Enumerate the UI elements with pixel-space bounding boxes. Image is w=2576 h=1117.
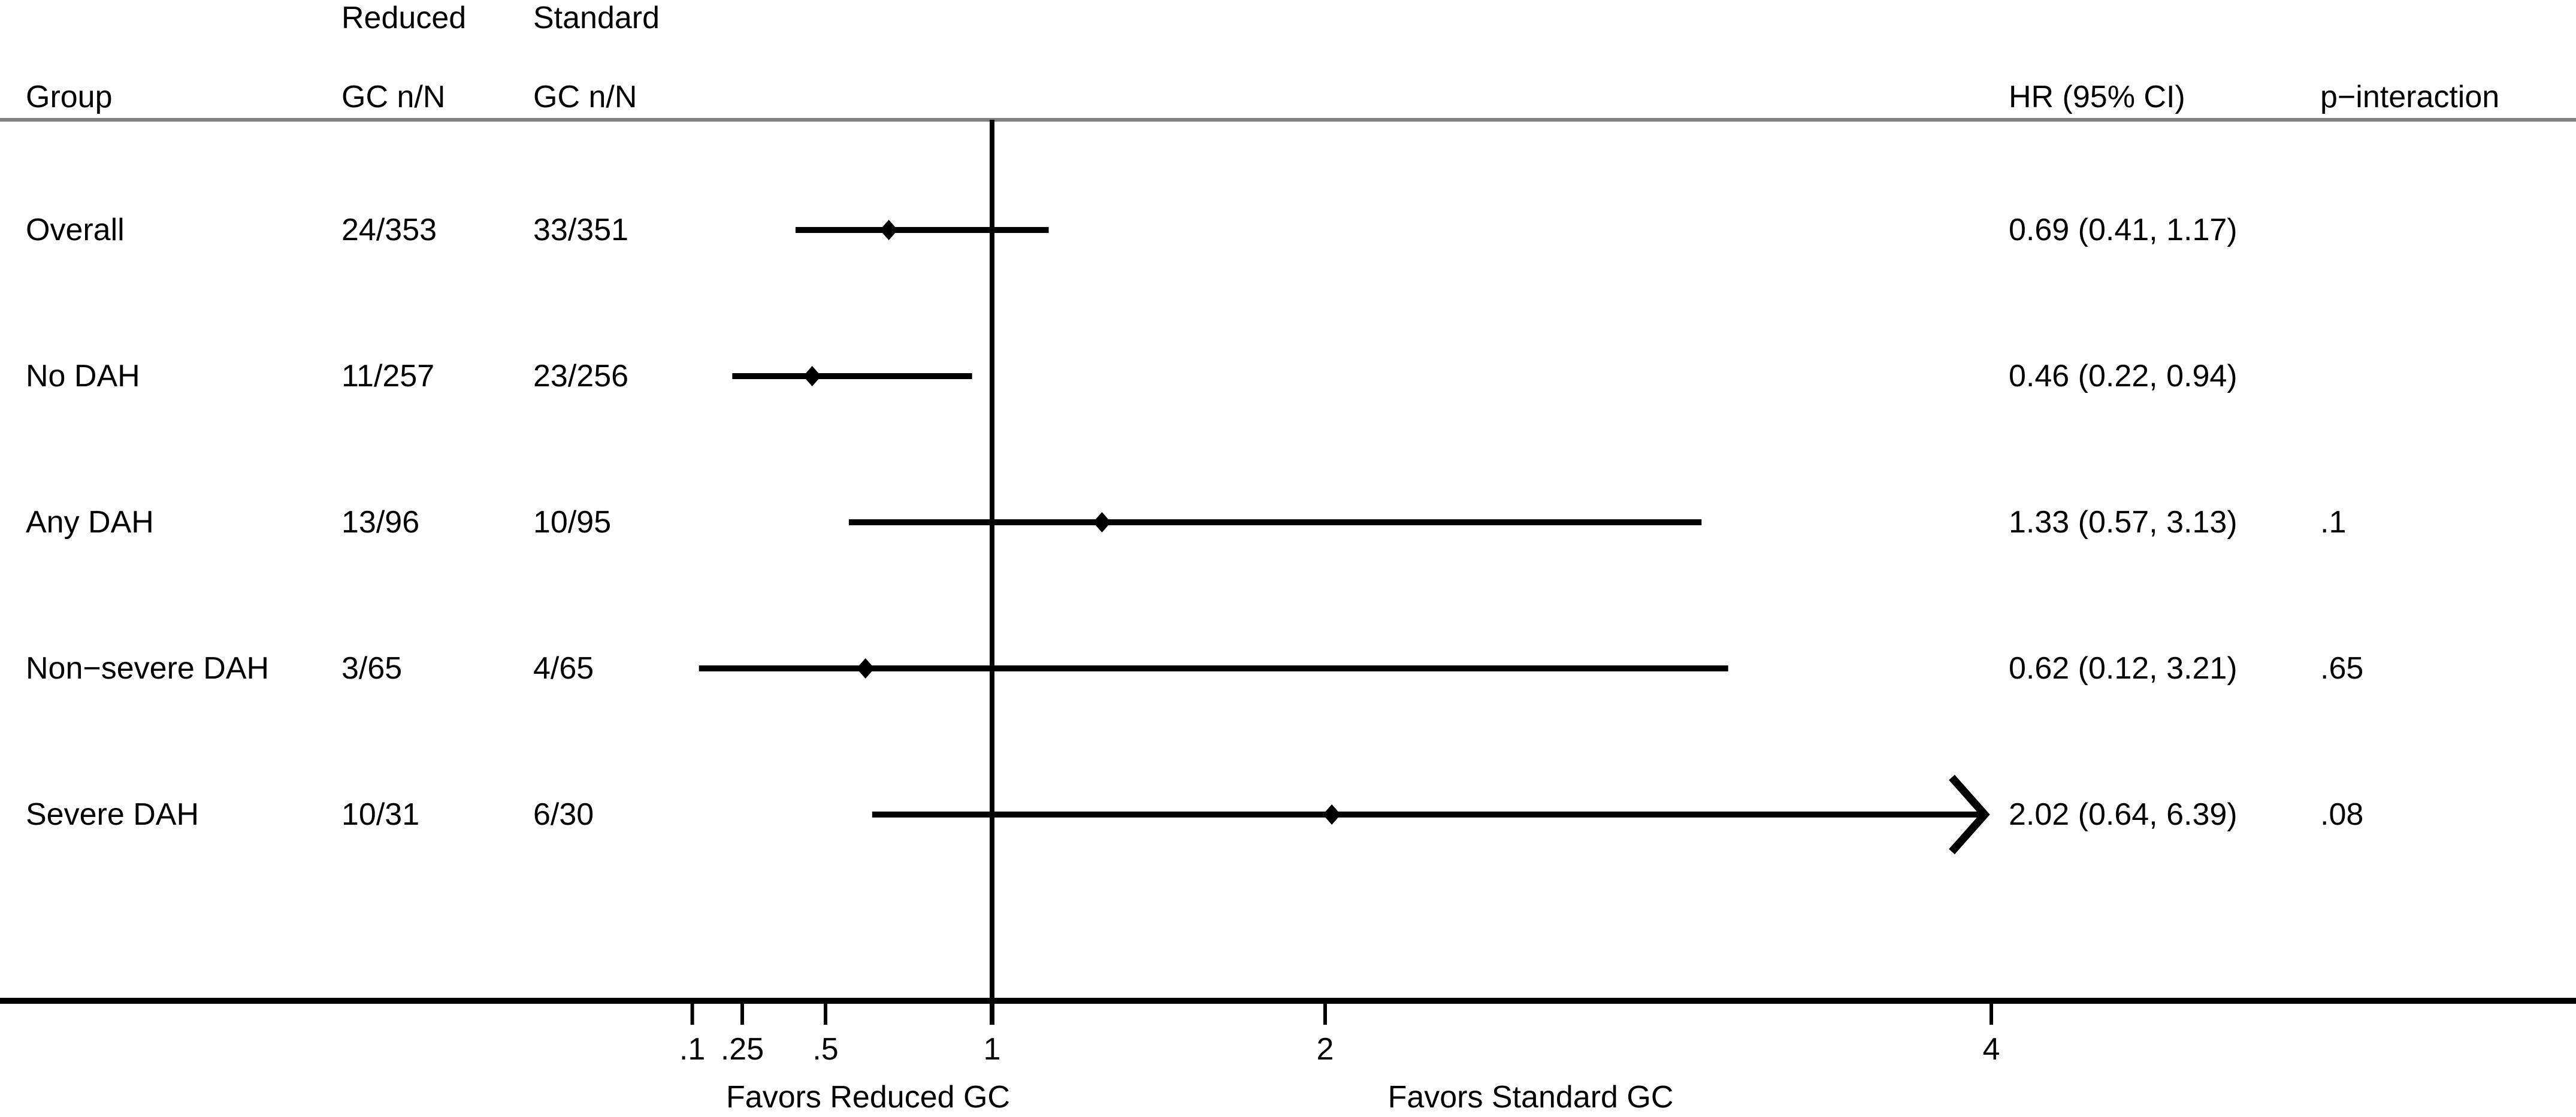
group-label: Severe DAH bbox=[26, 797, 199, 832]
hr-diamond-marker bbox=[879, 220, 898, 240]
reduced-gc-value: 13/96 bbox=[341, 505, 420, 540]
favors-reduced-label: Favors Reduced GC bbox=[726, 1080, 1010, 1115]
hr-diamond-marker bbox=[1323, 804, 1341, 825]
p-interaction-value: .65 bbox=[2320, 651, 2364, 686]
hr-diamond-marker bbox=[1093, 512, 1111, 532]
group-label: Any DAH bbox=[26, 505, 154, 540]
x-tick-label: .1 bbox=[679, 1032, 706, 1067]
standard-gc-value: 33/351 bbox=[533, 213, 629, 247]
x-tick-label: .25 bbox=[720, 1032, 764, 1067]
reduced-gc-value: 3/65 bbox=[341, 651, 403, 686]
favors-standard-label: Favors Standard GC bbox=[1387, 1080, 1674, 1115]
p-interaction-value: .08 bbox=[2320, 797, 2364, 832]
standard-gc-value: 4/65 bbox=[533, 651, 594, 686]
reduced-gc-value: 10/31 bbox=[341, 797, 420, 832]
hr-ci-value: 0.69 (0.41, 1.17) bbox=[2009, 213, 2238, 247]
hr-ci-value: 1.33 (0.57, 3.13) bbox=[2009, 505, 2238, 540]
standard-gc-value: 10/95 bbox=[533, 505, 612, 540]
arrow-right-icon bbox=[1949, 774, 1990, 855]
x-tick-label: .5 bbox=[812, 1032, 839, 1067]
x-tick-label: 4 bbox=[1982, 1032, 2000, 1067]
group-label: No DAH bbox=[26, 359, 140, 393]
x-tick-label: 1 bbox=[983, 1032, 1001, 1067]
p-interaction-value: .1 bbox=[2320, 505, 2347, 540]
standard-gc-value: 6/30 bbox=[533, 797, 594, 832]
column-header-reduced-line1: Reduced bbox=[341, 1, 467, 35]
column-header-group: Group bbox=[26, 80, 113, 114]
hr-ci-value: 2.02 (0.64, 6.39) bbox=[2009, 797, 2238, 832]
hr-ci-value: 0.46 (0.22, 0.94) bbox=[2009, 359, 2238, 393]
x-tick-label: 2 bbox=[1316, 1032, 1334, 1067]
column-header-standard-line1: Standard bbox=[533, 1, 660, 35]
hr-diamond-marker bbox=[803, 366, 821, 386]
reduced-gc-value: 24/353 bbox=[341, 213, 437, 247]
column-header-p-interaction: p−interaction bbox=[2320, 80, 2500, 114]
column-header-hr-ci: HR (95% CI) bbox=[2009, 80, 2185, 114]
group-label: Overall bbox=[26, 213, 125, 247]
hr-diamond-marker bbox=[856, 658, 875, 679]
hr-ci-value: 0.62 (0.12, 3.21) bbox=[2009, 651, 2238, 686]
standard-gc-value: 23/256 bbox=[533, 359, 629, 393]
column-header-reduced-line2: GC n/N bbox=[341, 80, 446, 114]
column-header-standard-line2: GC n/N bbox=[533, 80, 637, 114]
reduced-gc-value: 11/257 bbox=[341, 359, 435, 393]
group-label: Non−severe DAH bbox=[26, 651, 270, 686]
